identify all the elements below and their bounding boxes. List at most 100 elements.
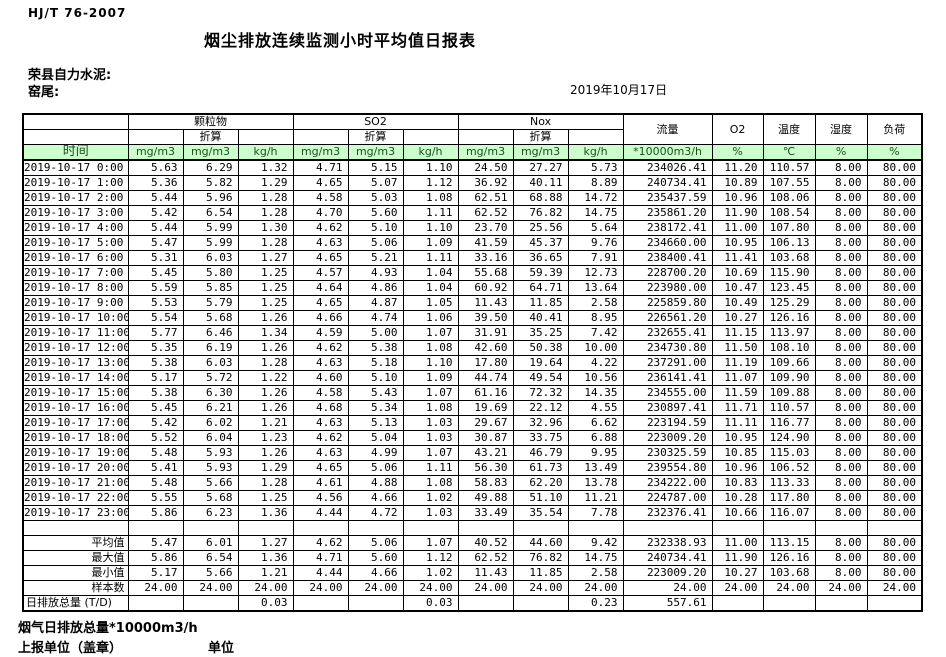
value-cell: 4.68 <box>292 400 349 416</box>
table-row: 2019-10-17 7:00 5.45 5.80 1.25 4.57 4.93 1.04 5… <box>22 265 923 281</box>
summary-value-cell: 24.00 <box>457 580 514 596</box>
value-cell: 42.60 <box>457 340 514 356</box>
summary-value-cell: 0.03 <box>402 595 459 612</box>
value-cell: 1.28 <box>237 235 294 251</box>
value-cell: 126.16 <box>762 310 816 326</box>
value-cell: 5.93 <box>182 460 239 476</box>
summary-value-cell <box>711 595 764 612</box>
value-cell: 4.63 <box>292 235 349 251</box>
value-cell: 1.28 <box>237 355 294 371</box>
summary-value-cell: 11.90 <box>711 550 764 566</box>
report-table: 颗粒物 SO2 Nox 流量 O2 温度 湿度 负荷 折算 折算 折算 <box>22 113 924 612</box>
time-cell: 2019-10-17 15:00 <box>22 385 129 401</box>
value-cell: 8.00 <box>814 505 868 521</box>
value-cell: 225859.80 <box>622 295 713 311</box>
value-cell: 1.05 <box>402 295 459 311</box>
value-cell: 109.90 <box>762 370 816 386</box>
value-cell: 11.43 <box>457 295 514 311</box>
value-cell: 80.00 <box>866 430 923 446</box>
value-cell: 10.28 <box>711 490 764 506</box>
value-cell: 1.25 <box>237 265 294 281</box>
value-cell: 4.65 <box>292 295 349 311</box>
value-cell: 232655.41 <box>622 325 713 341</box>
summary-value-cell: 24.00 <box>237 580 294 596</box>
value-cell: 80.00 <box>866 355 923 371</box>
value-cell: 4.86 <box>347 280 404 296</box>
value-cell: 1.08 <box>402 190 459 206</box>
reporting-unit-label: 上报单位（盖章） <box>18 641 123 656</box>
value-cell: 5.96 <box>182 190 239 206</box>
value-cell: 1.26 <box>237 310 294 326</box>
value-cell: 40.11 <box>512 175 569 191</box>
value-cell: 32.96 <box>512 415 569 431</box>
value-cell: 8.00 <box>814 250 868 266</box>
value-cell: 5.48 <box>127 445 184 461</box>
value-cell: 5.72 <box>182 370 239 386</box>
value-cell: 103.68 <box>762 250 816 266</box>
time-column-header: 时间 <box>22 144 129 161</box>
value-cell: 41.59 <box>457 235 514 251</box>
unit-cell: % <box>866 144 923 161</box>
value-cell: 1.11 <box>402 205 459 221</box>
table-row: 2019-10-17 19:00 5.48 5.93 1.26 4.63 4.99 1.07… <box>22 445 923 461</box>
value-cell: 8.00 <box>814 205 868 221</box>
value-cell: 4.65 <box>292 175 349 191</box>
value-cell: 6.03 <box>182 355 239 371</box>
value-cell: 13.49 <box>567 460 624 476</box>
value-cell: 35.54 <box>512 505 569 521</box>
value-cell: 8.00 <box>814 445 868 461</box>
value-cell: 1.08 <box>402 340 459 356</box>
value-cell: 223009.20 <box>622 430 713 446</box>
summary-value-cell: 5.86 <box>127 550 184 566</box>
col-converted-so2: 折算 <box>347 129 404 145</box>
value-cell: 4.63 <box>292 445 349 461</box>
header-group-row: 颗粒物 SO2 Nox 流量 O2 温度 湿度 负荷 <box>22 113 923 145</box>
summary-value-cell: 80.00 <box>866 535 923 551</box>
summary-value-cell <box>182 595 239 612</box>
value-cell: 4.99 <box>347 445 404 461</box>
value-cell: 1.04 <box>402 265 459 281</box>
value-cell: 1.08 <box>402 400 459 416</box>
value-cell: 11.15 <box>711 325 764 341</box>
value-cell: 19.69 <box>457 400 514 416</box>
unit-cell: mg/m3 <box>347 144 404 161</box>
value-cell: 80.00 <box>866 475 923 491</box>
time-cell: 2019-10-17 6:00 <box>22 250 129 266</box>
table-row: 2019-10-17 22:00 5.55 5.68 1.25 4.56 4.66 1.02… <box>22 490 923 506</box>
value-cell: 7.42 <box>567 325 624 341</box>
value-cell: 230897.41 <box>622 400 713 416</box>
value-cell: 5.44 <box>127 220 184 236</box>
value-cell: 8.00 <box>814 355 868 371</box>
value-cell: 235437.59 <box>622 190 713 206</box>
value-cell: 80.00 <box>866 205 923 221</box>
value-cell: 11.11 <box>711 415 764 431</box>
value-cell: 8.00 <box>814 415 868 431</box>
unit-cell: mg/m3 <box>457 144 514 161</box>
col-group-so2: SO2 <box>292 113 459 130</box>
value-cell: 5.06 <box>347 235 404 251</box>
value-cell: 106.52 <box>762 460 816 476</box>
value-cell: 1.25 <box>237 490 294 506</box>
value-cell: 11.07 <box>711 370 764 386</box>
value-cell: 10.96 <box>711 190 764 206</box>
summary-value-cell: 2.58 <box>567 565 624 581</box>
value-cell: 1.12 <box>402 175 459 191</box>
value-cell: 1.10 <box>402 220 459 236</box>
value-cell: 1.07 <box>402 325 459 341</box>
unit-cell: mg/m3 <box>292 144 349 161</box>
summary-value-cell: 24.00 <box>182 580 239 596</box>
value-cell: 235861.20 <box>622 205 713 221</box>
value-cell: 33.49 <box>457 505 514 521</box>
value-cell: 5.13 <box>347 415 404 431</box>
value-cell: 45.37 <box>512 235 569 251</box>
empty-cell <box>814 520 868 536</box>
value-cell: 4.44 <box>292 505 349 521</box>
value-cell: 6.02 <box>182 415 239 431</box>
empty-cell <box>622 520 713 536</box>
value-cell: 36.65 <box>512 250 569 266</box>
empty-cell <box>182 520 239 536</box>
value-cell: 4.64 <box>292 280 349 296</box>
value-cell: 8.00 <box>814 340 868 356</box>
value-cell: 8.00 <box>814 400 868 416</box>
header-empty-cell <box>457 129 514 145</box>
